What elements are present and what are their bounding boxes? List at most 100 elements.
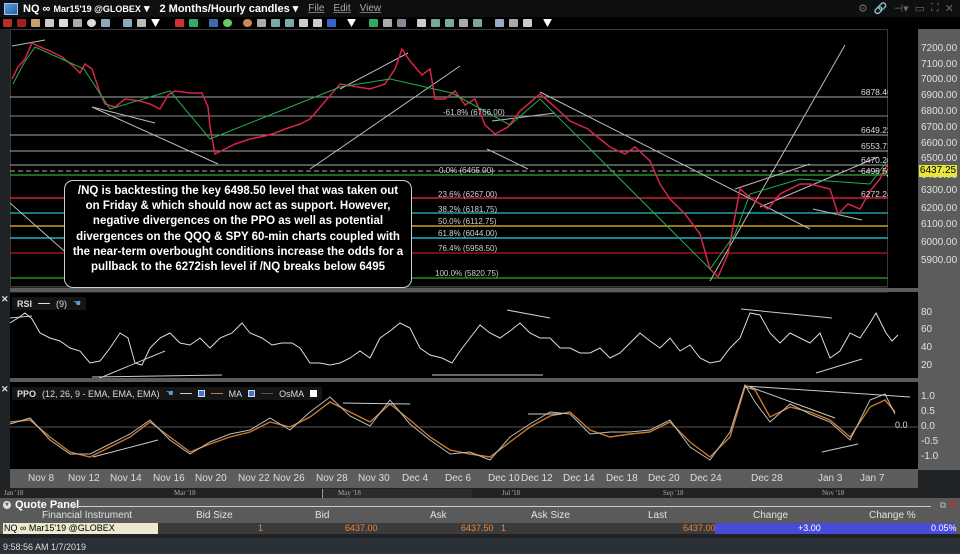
- wrench-icon[interactable]: [523, 19, 532, 27]
- close-rsi-icon[interactable]: ✕: [1, 294, 9, 304]
- panes-icon[interactable]: [137, 19, 146, 27]
- rsi-pane[interactable]: [10, 293, 918, 380]
- timeline-navigator[interactable]: Jan '18 Mar '18 May '18 Jul '18 Sep '18 …: [0, 489, 960, 498]
- date-tick: Dec 6: [445, 473, 472, 484]
- col-header-change[interactable]: Change: [753, 510, 789, 521]
- zoom-icon[interactable]: [417, 19, 426, 27]
- scale-icon-3[interactable]: [459, 19, 468, 27]
- crosshair-icon[interactable]: [17, 19, 26, 27]
- price-tick: 7000.00: [921, 74, 958, 85]
- menu-view[interactable]: View: [359, 3, 382, 14]
- date-tick: Dec 12: [521, 473, 553, 484]
- navigator-window[interactable]: [322, 489, 472, 498]
- image-icon[interactable]: [101, 19, 110, 27]
- layout-icon[interactable]: [123, 19, 132, 27]
- fib-label-neg618: -61.8% (6766.00): [443, 108, 505, 117]
- detach-icon[interactable]: ⧉: [939, 500, 946, 510]
- level-6470: 6470.26: [861, 155, 892, 165]
- circle-icon[interactable]: [87, 19, 96, 27]
- menu-edit[interactable]: Edit: [333, 3, 351, 14]
- quote-row[interactable]: NQ ∞ Mar15'19 @GLOBEX 1 6437.00 6437.50 …: [3, 523, 957, 534]
- status-timestamp: 9:58:56 AM 1/7/2019: [3, 542, 87, 552]
- draw-line-icon[interactable]: [175, 19, 184, 27]
- sync-icon[interactable]: [509, 19, 518, 27]
- print-icon[interactable]: [59, 19, 68, 27]
- ppo-legend[interactable]: PPO (12, 26, 9 - EMA, EMA, EMA) ☚ MA OsM…: [12, 387, 323, 400]
- quote-panel-header[interactable]: ▾ Quote Panel: [3, 499, 79, 511]
- fib-label-100: 100.0% (5820.75): [435, 269, 499, 278]
- osma-label: OsMA: [279, 388, 305, 399]
- col-header-last[interactable]: Last: [648, 510, 667, 521]
- refresh-icon[interactable]: [73, 19, 82, 27]
- scale-icon-2[interactable]: [445, 19, 454, 27]
- ppo-tick: 1.0: [921, 391, 935, 402]
- date-tick: Dec 18: [606, 473, 638, 484]
- col-header-bid-size[interactable]: Bid Size: [196, 510, 233, 521]
- grid-icon[interactable]: [45, 19, 54, 27]
- price-axis[interactable]: 7200.00 7100.00 7000.00 6900.00 6800.00 …: [918, 29, 960, 470]
- settings-icon[interactable]: ⚙: [857, 3, 868, 15]
- bars-icon[interactable]: [189, 19, 198, 27]
- undo-icon[interactable]: [299, 19, 308, 27]
- date-tick: Nov 22: [238, 473, 270, 484]
- scale-icon-1[interactable]: [431, 19, 440, 27]
- pane-divider[interactable]: [10, 288, 918, 292]
- date-tick: Dec 20: [648, 473, 680, 484]
- link-icon[interactable]: 🔗: [873, 3, 888, 15]
- trend-icon[interactable]: [369, 19, 378, 27]
- close-icon[interactable]: ✕: [944, 3, 954, 15]
- symbol-selector[interactable]: NQ ∞ Mar15'19 @GLOBEX ▾: [23, 3, 150, 15]
- fib-label-764: 76.4% (5958.50): [438, 244, 498, 253]
- hand-pointer-icon[interactable]: ☚: [165, 388, 174, 398]
- osma-checkbox[interactable]: [310, 390, 318, 397]
- ppo-checkbox[interactable]: [197, 390, 205, 397]
- line-tool-icon[interactable]: [383, 19, 392, 27]
- close-chart-icon[interactable]: [3, 19, 12, 27]
- pane-divider[interactable]: [10, 378, 918, 382]
- date-axis[interactable]: Nov 8 Nov 12 Nov 14 Nov 16 Nov 20 Nov 22…: [10, 469, 918, 488]
- cell-change-pct: 0.05%: [931, 523, 957, 533]
- title-bar: NQ ∞ Mar15'19 @GLOBEX ▾ 2 Months/Hourly …: [0, 0, 960, 17]
- rsi-svg: [10, 308, 899, 380]
- fib-label-0: 0.0% (6465.00): [439, 166, 494, 175]
- ppo-tick: -1.0: [921, 451, 939, 462]
- scale-icon-4[interactable]: [473, 19, 482, 27]
- redo-icon[interactable]: [313, 19, 322, 27]
- col-header-ask[interactable]: Ask: [430, 510, 447, 521]
- maximize-icon[interactable]: ⛶: [931, 2, 939, 14]
- tool-icon[interactable]: [257, 19, 266, 27]
- minimize-icon[interactable]: ▭: [914, 3, 926, 15]
- hand-pointer-icon[interactable]: ☚: [73, 298, 82, 308]
- price-tick: 6500.00: [921, 153, 958, 164]
- analysis-annotation[interactable]: /NQ is backtesting the key 6498.50 level…: [64, 180, 412, 288]
- dropdown-icon[interactable]: [151, 19, 160, 27]
- col-header-ask-size[interactable]: Ask Size: [531, 510, 570, 521]
- pin-icon[interactable]: ⊣▾: [893, 3, 909, 15]
- menu-file[interactable]: File: [308, 3, 325, 14]
- dropdown-icon-3[interactable]: [543, 19, 552, 27]
- mountain-icon[interactable]: [209, 19, 218, 27]
- rsi-legend[interactable]: RSI (9) ☚: [12, 297, 87, 310]
- target-icon[interactable]: [243, 19, 252, 27]
- indicator-icon[interactable]: [223, 19, 232, 27]
- ma-label: MA: [228, 388, 243, 399]
- dropdown-icon-2[interactable]: [347, 19, 356, 27]
- collapse-icon[interactable]: ▾: [3, 501, 11, 509]
- fib-label-50: 50.0% (6112.75): [438, 217, 497, 226]
- channel-icon[interactable]: [397, 19, 406, 27]
- period-selector[interactable]: 2 Months/Hourly candles ▾: [159, 3, 299, 15]
- col-header-instrument[interactable]: Financial Instrument: [42, 510, 133, 521]
- close-panel-icon[interactable]: ✕: [948, 499, 957, 510]
- hand-icon[interactable]: [31, 19, 40, 27]
- text-icon[interactable]: [271, 19, 280, 27]
- text-edit-icon[interactable]: [285, 19, 294, 27]
- ma-checkbox[interactable]: [248, 390, 256, 397]
- date-tick: Nov 28: [316, 473, 348, 484]
- col-header-change-pct[interactable]: Change %: [869, 510, 916, 521]
- price-tick: 6200.00: [921, 203, 958, 214]
- price-tick: 5900.00: [921, 255, 958, 266]
- arrow-icon[interactable]: [327, 19, 336, 27]
- palette-icon[interactable]: [495, 19, 504, 27]
- col-header-bid[interactable]: Bid: [315, 510, 330, 521]
- close-ppo-icon[interactable]: ✕: [1, 384, 9, 394]
